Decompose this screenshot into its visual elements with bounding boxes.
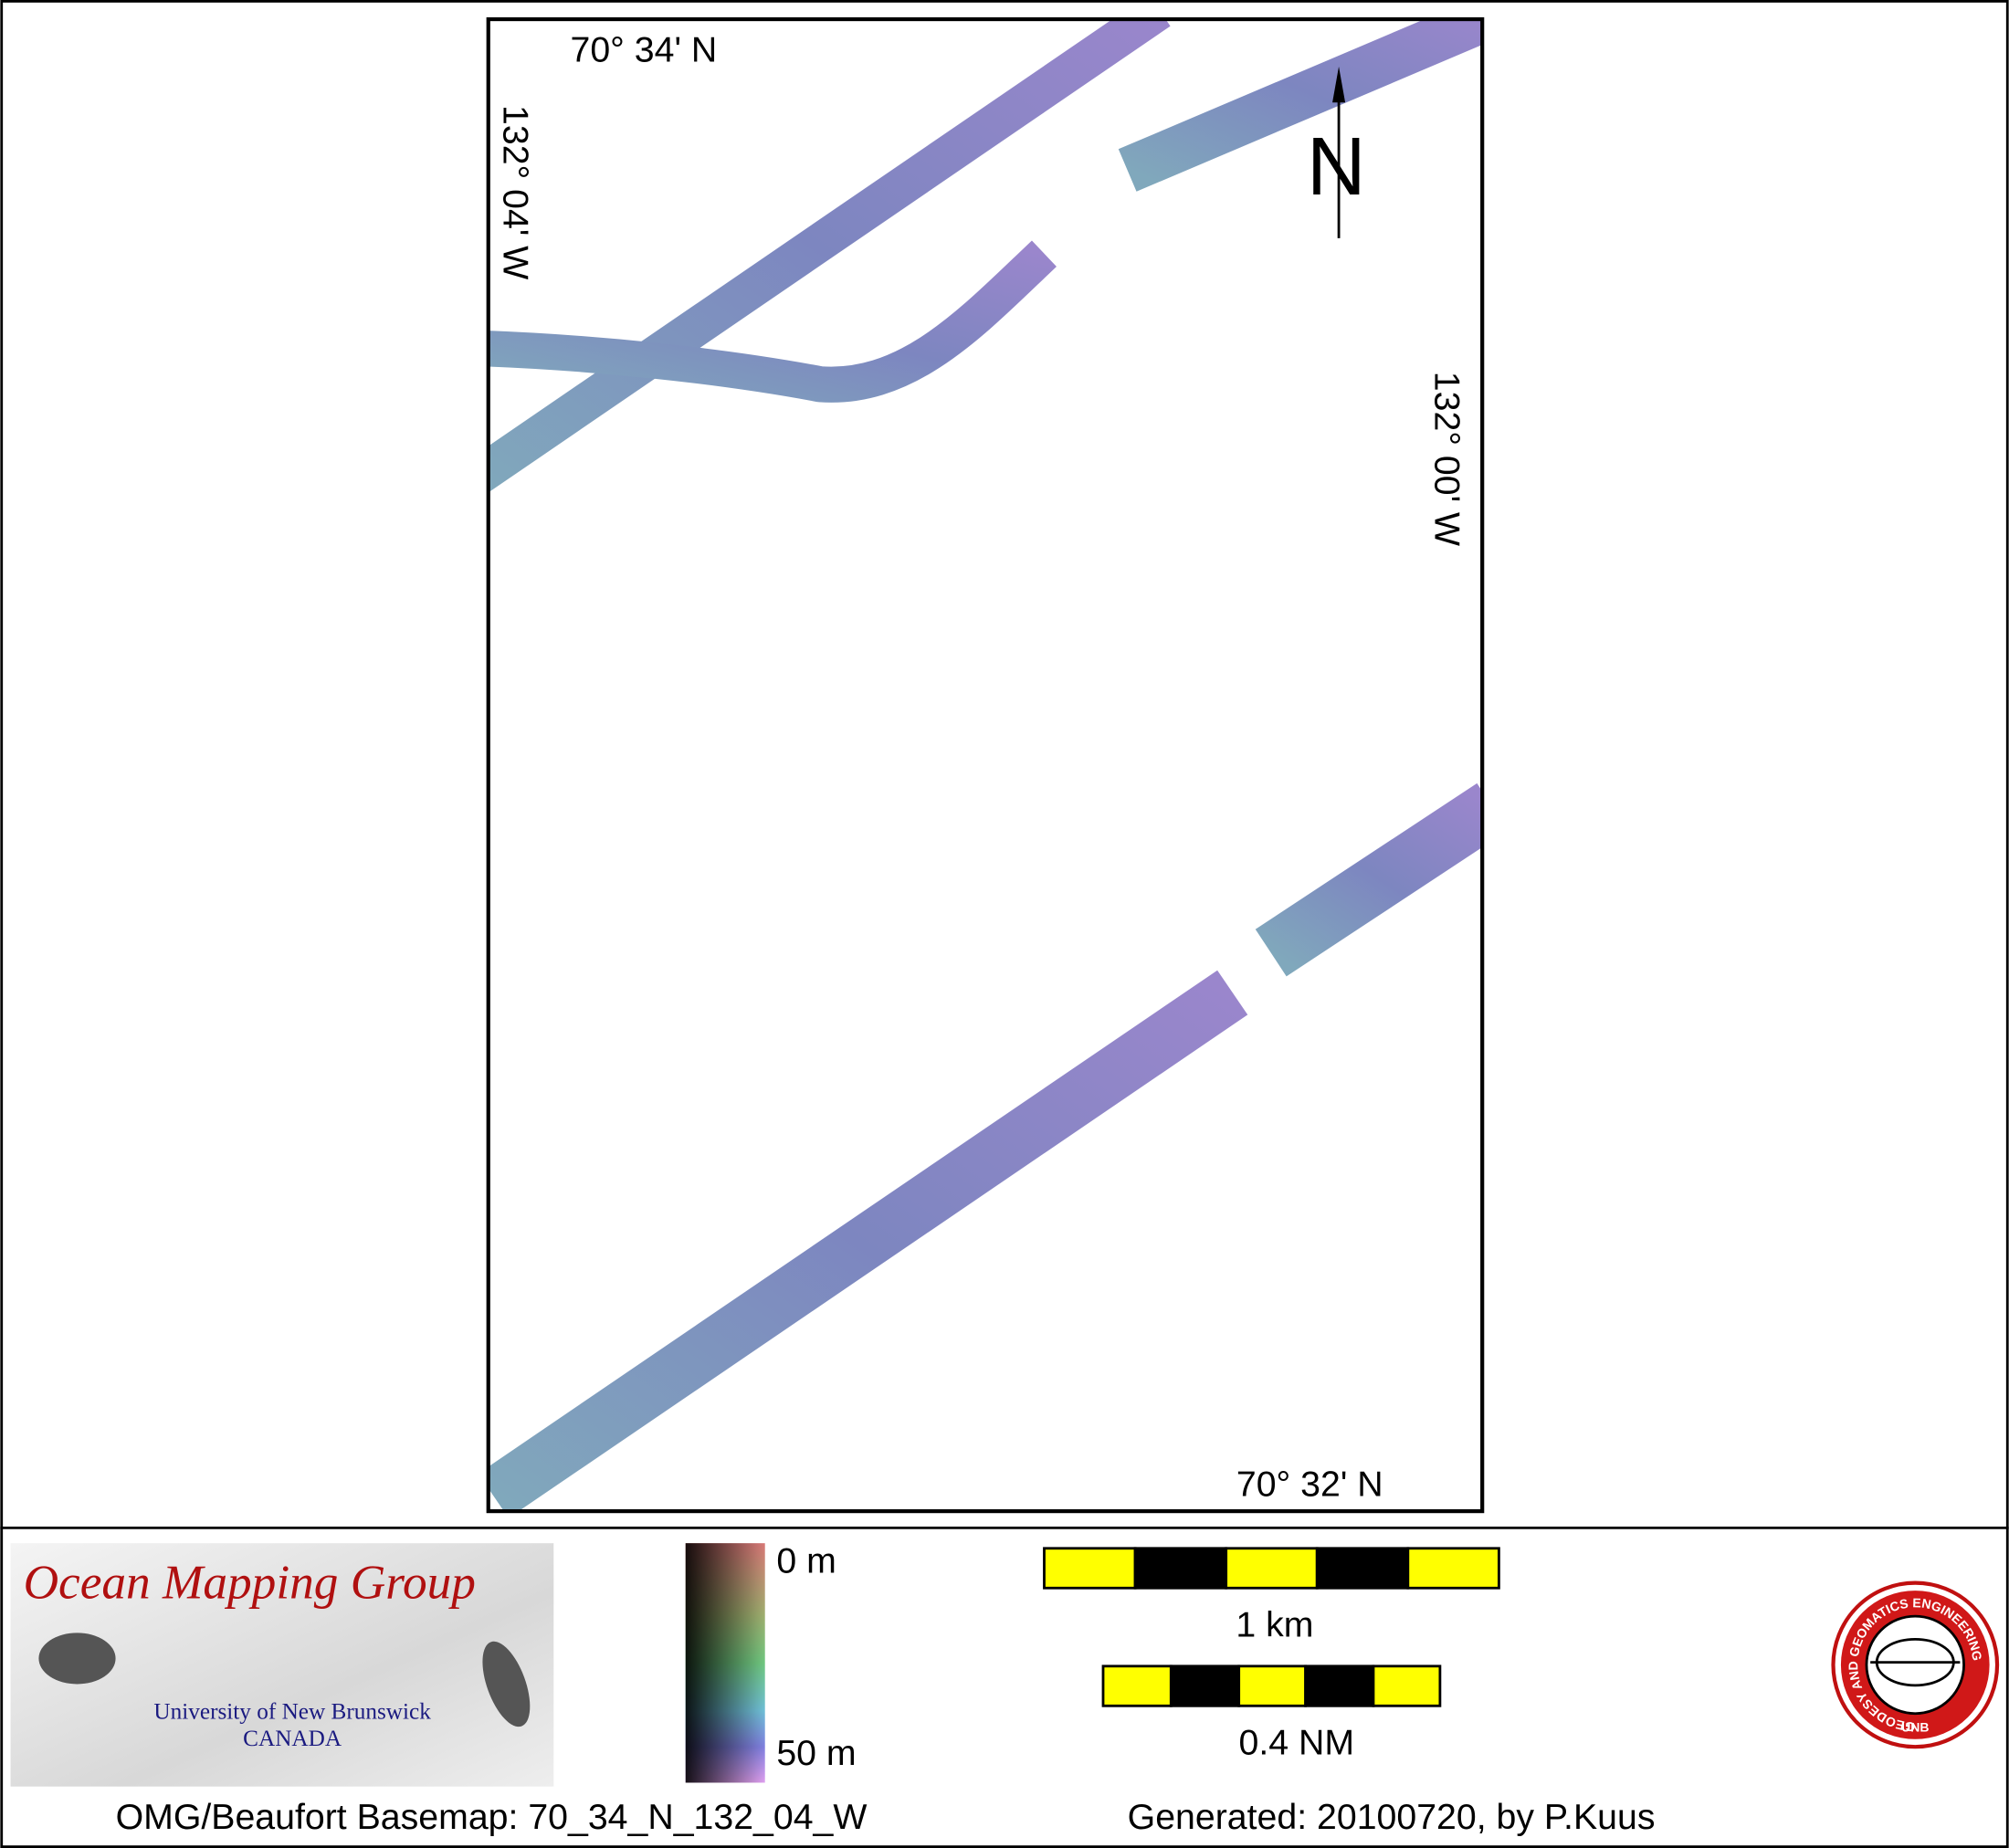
north-arrowhead bbox=[1332, 66, 1346, 103]
latitude-label: 70° 32' N bbox=[1236, 1464, 1383, 1504]
scale-segment bbox=[1043, 1547, 1137, 1590]
north-label: N bbox=[1307, 121, 1366, 213]
scale-segment bbox=[1101, 1664, 1173, 1707]
logo-university: University of New Brunswick bbox=[153, 1699, 431, 1724]
scale-segment bbox=[1406, 1547, 1500, 1590]
swath bbox=[488, 240, 1057, 403]
scale-label: 0.4 NM bbox=[1239, 1723, 1355, 1763]
seal: GEODESY AND GEOMATICS ENGINEERING UNB bbox=[1831, 1580, 2000, 1749]
footer-basemap: OMG/Beaufort Basemap: 70_34_N_132_04_W bbox=[116, 1797, 868, 1837]
swaths bbox=[488, 19, 1483, 1512]
scale-segment bbox=[1315, 1547, 1410, 1590]
scale-segment bbox=[1237, 1664, 1308, 1707]
scale-segment bbox=[1169, 1664, 1241, 1707]
longitude-label: 132° 04' W bbox=[496, 105, 536, 279]
logo-image bbox=[482, 1641, 531, 1727]
swath bbox=[1118, 19, 1483, 192]
logo-title: Ocean Mapping Group bbox=[24, 1555, 476, 1609]
colorbar-shade bbox=[685, 1543, 765, 1783]
legend-label: 0 m bbox=[776, 1540, 836, 1580]
depth-legend: 0 m 50 m bbox=[685, 1540, 857, 1783]
scale-segment bbox=[1304, 1664, 1375, 1707]
seal-label: UNB bbox=[1901, 1719, 1929, 1734]
swath bbox=[1255, 782, 1483, 977]
map-border bbox=[486, 16, 1485, 1514]
logo: Ocean Mapping Group University of New Br… bbox=[10, 1543, 554, 1787]
scale-label: 1 km bbox=[1236, 1605, 1313, 1645]
swath bbox=[488, 19, 1171, 493]
longitude-label: 132° 00' W bbox=[1426, 372, 1467, 546]
swath bbox=[488, 970, 1248, 1512]
footer-generated: Generated: 20100720, by P.Kuus bbox=[1128, 1797, 1656, 1837]
seal-center bbox=[1865, 1614, 1965, 1716]
scale-segment bbox=[1372, 1664, 1442, 1707]
logo-image bbox=[38, 1633, 116, 1685]
scale-bar: 1 km 0.4 NM bbox=[1043, 1547, 1500, 1763]
logo-country: CANADA bbox=[243, 1727, 342, 1751]
latitude-label: 70° 34' N bbox=[571, 29, 718, 69]
map-frame: 70° 34' N 132° 04' W 70° 32' N 132° 00' … bbox=[486, 16, 1485, 1514]
scale-segment bbox=[1225, 1547, 1319, 1590]
scale-segment bbox=[1133, 1547, 1228, 1590]
legend-label: 50 m bbox=[776, 1733, 856, 1773]
